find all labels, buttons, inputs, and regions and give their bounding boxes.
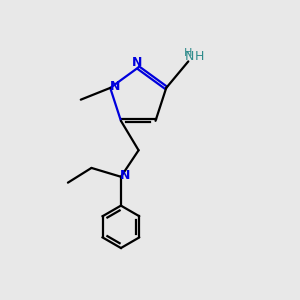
Text: N: N	[110, 80, 121, 93]
Text: N: N	[185, 50, 194, 64]
Text: N: N	[132, 56, 142, 69]
Text: N: N	[120, 169, 130, 182]
Text: H: H	[195, 50, 204, 64]
Text: H: H	[184, 48, 193, 58]
